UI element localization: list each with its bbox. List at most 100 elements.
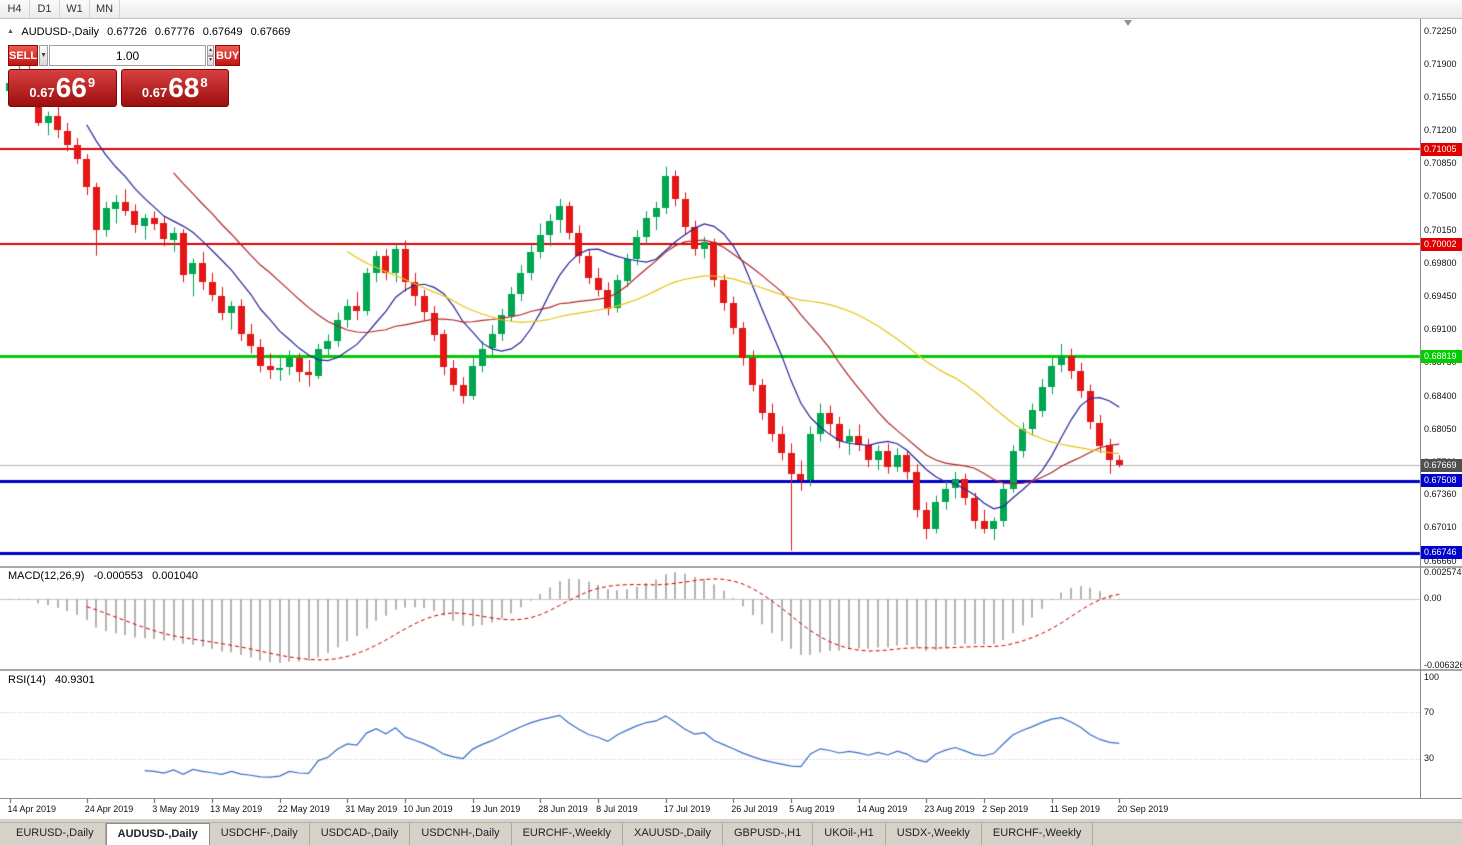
rsi-value: 40.9301 <box>54 674 95 686</box>
timeframe-button-h4[interactable]: H4 <box>0 0 30 18</box>
price-axis-label: 0.69450 <box>1424 290 1457 301</box>
date-axis-label: 28 Jun 2019 <box>538 804 588 814</box>
price-axis-label: 0.72250 <box>1424 25 1457 36</box>
date-axis-label: 19 Jun 2019 <box>470 804 521 814</box>
timeframe-toolbar: H4 D1 W1 MN <box>0 0 1462 19</box>
price-axis-label: 0.68050 <box>1424 423 1457 434</box>
high-value: 0.67776 <box>154 26 195 38</box>
ask-prefix: 0.67 <box>141 84 168 100</box>
close-value: 0.67669 <box>250 26 291 38</box>
timeframe-button-w1[interactable]: W1 <box>60 0 90 18</box>
date-axis-label: 14 Aug 2019 <box>856 804 908 814</box>
macd-axis-label: 0.0025745 <box>1424 566 1462 577</box>
date-axis-label: 5 Aug 2019 <box>789 804 835 814</box>
date-axis-label: 3 May 2019 <box>152 804 200 814</box>
macd-axis-label: -0.0063265 <box>1424 659 1462 670</box>
price-axis-label: 0.71900 <box>1424 58 1457 69</box>
price-axis-label: 0.71200 <box>1424 125 1457 136</box>
chart-area: ▲ AUDUSD-,Daily 0.67726 0.67776 0.67649 … <box>0 19 1462 819</box>
price-level-badge: 0.68819 <box>1421 349 1462 363</box>
chart-tab-usdchf-daily[interactable]: USDCHF-,Daily <box>210 823 310 845</box>
price-level-badge: 0.67508 <box>1421 474 1462 488</box>
bid-pip-digit: 9 <box>87 75 96 90</box>
bid-price-display[interactable]: 0.67 66 9 <box>8 69 117 107</box>
chart-tab-ukoil-h1[interactable]: UKOil-,H1 <box>813 823 886 845</box>
price-axis-label: 0.70150 <box>1424 224 1457 235</box>
chart-shift-marker[interactable] <box>1124 20 1132 26</box>
date-axis-label: 31 May 2019 <box>345 804 398 814</box>
volume-input[interactable] <box>49 45 207 66</box>
macd-signal-value: 0.001040 <box>152 570 198 582</box>
date-axis-label: 20 Sep 2019 <box>1117 804 1169 814</box>
date-axis-label: 13 May 2019 <box>210 804 263 814</box>
price-level-badge: 0.66746 <box>1421 546 1462 560</box>
chart-tab-usdcnh-daily[interactable]: USDCNH-,Daily <box>410 823 512 845</box>
timeframe-button-d1[interactable]: D1 <box>30 0 60 18</box>
rsi-axis-label: 70 <box>1424 706 1435 717</box>
date-axis-label: 26 Jul 2019 <box>731 804 778 814</box>
open-value: 0.67726 <box>107 26 147 38</box>
sell-button[interactable]: SELL <box>8 45 39 66</box>
date-axis-label: 2 Sep 2019 <box>982 804 1029 814</box>
volume-increase-button[interactable]: ▲ <box>207 45 215 56</box>
volume-stepper: ▲ ▼ <box>207 45 215 66</box>
macd-indicator-label: MACD(12,26,9) -0.000553 0.001040 <box>8 570 204 582</box>
date-axis-label: 11 Sep 2019 <box>1049 804 1101 814</box>
date-axis-label: 14 Apr 2019 <box>7 804 57 814</box>
price-axis-label: 0.67360 <box>1424 489 1457 500</box>
price-axis-label: 0.69100 <box>1424 324 1457 335</box>
volume-dropdown-button[interactable]: ▼ <box>39 45 49 66</box>
price-level-badge: 0.70002 <box>1421 237 1462 251</box>
rsi-name: RSI(14) <box>8 674 46 686</box>
ohlc-header: ▲ AUDUSD-,Daily 0.67726 0.67776 0.67649 … <box>7 26 295 38</box>
date-axis-label: 10 Jun 2019 <box>403 804 453 814</box>
price-axis-label: 0.66660 <box>1424 555 1457 566</box>
date-axis-label: 22 May 2019 <box>277 804 330 814</box>
volume-decrease-button[interactable]: ▼ <box>207 55 215 66</box>
chart-tab-eurchf-weekly[interactable]: EURCHF-,Weekly <box>512 823 623 845</box>
chart-tab-eurchf-weekly[interactable]: EURCHF-,Weekly <box>982 823 1094 845</box>
rsi-axis-label: 100 <box>1424 671 1440 682</box>
chart-tab-usdcad-daily[interactable]: USDCAD-,Daily <box>310 823 411 845</box>
price-axis-label: 0.71550 <box>1424 91 1457 102</box>
date-axis-label: 24 Apr 2019 <box>84 804 134 814</box>
pane-separator[interactable] <box>0 566 1462 568</box>
chart-tab-xauusd-daily[interactable]: XAUUSD-,Daily <box>623 823 723 845</box>
bid-prefix: 0.67 <box>29 84 55 100</box>
chevron-down-icon: ▼ <box>40 52 48 59</box>
chart-tab-gbpusd-h1[interactable]: GBPUSD-,H1 <box>723 823 814 845</box>
price-axis-label: 0.67010 <box>1424 522 1457 533</box>
macd-name: MACD(12,26,9) <box>8 570 85 582</box>
macd-main-value: -0.000553 <box>93 570 144 582</box>
one-click-trade-panel: SELL ▼ ▲ ▼ BUY 0.67 66 9 0.67 <box>8 45 241 107</box>
bid-big-digits: 66 <box>55 72 87 103</box>
timeframe-button-mn[interactable]: MN <box>90 0 120 18</box>
price-axis-label: 0.70500 <box>1424 191 1457 202</box>
chart-tab-usdx-weekly[interactable]: USDX-,Weekly <box>886 823 982 845</box>
pane-separator[interactable] <box>0 669 1462 671</box>
current-price-badge: 0.67669 <box>1421 458 1462 472</box>
buy-button[interactable]: BUY <box>215 45 241 66</box>
ask-big-digits: 68 <box>168 72 200 103</box>
date-axis-label: 17 Jul 2019 <box>663 804 711 814</box>
rsi-indicator-label: RSI(14) 40.9301 <box>8 674 101 686</box>
price-level-badge: 0.71005 <box>1421 142 1462 156</box>
bottom-strip <box>0 819 1462 822</box>
symbol-period-label: AUDUSD-,Daily <box>21 26 100 38</box>
date-axis-separator <box>0 798 1462 799</box>
low-value: 0.67649 <box>202 26 243 38</box>
price-axis-label: 0.70850 <box>1424 158 1457 169</box>
chart-tab-audusd-daily[interactable]: AUDUSD-,Daily <box>105 823 210 845</box>
rsi-axis-label: 30 <box>1424 753 1435 764</box>
date-axis-label: 23 Aug 2019 <box>924 804 975 814</box>
collapse-trade-panel-icon[interactable]: ▲ <box>7 28 14 35</box>
ask-pip-digit: 8 <box>200 75 208 90</box>
price-chart-canvas[interactable] <box>0 19 1462 819</box>
date-axis-label: 8 Jul 2019 <box>596 804 638 814</box>
macd-axis-label: 0.00 <box>1424 593 1442 604</box>
ask-price-display[interactable]: 0.67 68 8 <box>120 69 229 107</box>
price-axis-label: 0.68400 <box>1424 390 1457 401</box>
chart-tab-eurusd-daily[interactable]: EURUSD-,Daily <box>5 823 106 845</box>
chart-tab-bar: EURUSD-,Daily AUDUSD-,Daily USDCHF-,Daily U… <box>0 822 1462 845</box>
